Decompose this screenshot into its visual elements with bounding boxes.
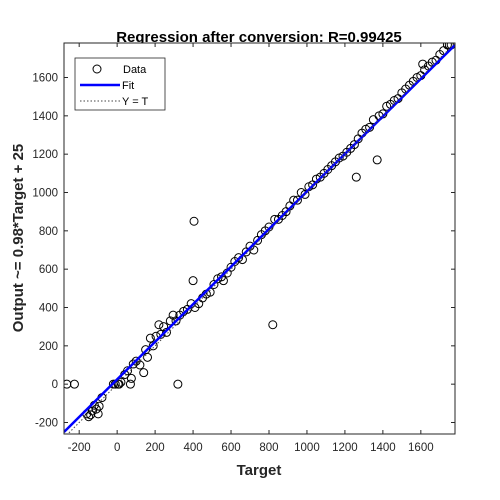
y-tick-label: 0: [52, 379, 58, 391]
data-point: [148, 341, 158, 351]
data-point: [145, 333, 155, 343]
x-axis-title: Target: [237, 462, 282, 479]
x-tick-label: 1600: [408, 442, 434, 454]
legend-identity-label: Y = T: [122, 96, 148, 108]
y-tick-label: 1000: [32, 188, 58, 200]
x-tick-label: 0: [114, 442, 120, 454]
data-point: [69, 379, 79, 389]
data-point: [300, 189, 310, 199]
y-tick-label: 800: [39, 226, 58, 238]
data-point: [139, 368, 149, 378]
data-point: [188, 276, 198, 286]
data-point: [168, 310, 178, 320]
data-point: [173, 379, 183, 389]
chart-title: Regression after conversion: R=0.99425: [116, 29, 402, 46]
legend: Data Fit Y = T: [74, 57, 166, 111]
data-point: [351, 172, 361, 182]
y-tick-label: -200: [35, 418, 58, 430]
data-point: [372, 155, 382, 165]
x-tick-label: -200: [68, 442, 91, 454]
x-axis-ticks: -200 0 200 400 600 800 1000 1200 1400 1600: [68, 43, 434, 454]
data-point: [125, 379, 135, 389]
y-tick-label: 600: [39, 264, 58, 276]
x-tick-label: 1400: [370, 442, 396, 454]
data-point: [189, 216, 199, 226]
data-point: [165, 316, 175, 326]
legend-data-label: Data: [123, 64, 147, 76]
y-tick-label: 1600: [32, 73, 58, 85]
data-point: [123, 366, 133, 376]
data-point: [154, 320, 164, 330]
y-axis-ticks: -200 0 200 400 600 800 1000 1200 1400 1600: [32, 73, 455, 430]
plot-frame: [63, 42, 456, 435]
y-tick-label: 400: [39, 303, 58, 315]
data-point: [126, 373, 136, 383]
fit-line: [64, 44, 455, 433]
data-point: [162, 327, 171, 337]
x-tick-label: 1000: [294, 442, 320, 454]
data-point: [159, 322, 169, 332]
plot-content: [64, 43, 455, 434]
y-tick-label: 200: [39, 341, 58, 353]
data-point: [418, 59, 428, 69]
data-point: [116, 377, 126, 387]
data-point: [114, 379, 124, 389]
x-tick-label: 800: [259, 442, 278, 454]
x-tick-label: 600: [221, 442, 240, 454]
y-tick-label: 1400: [32, 111, 58, 123]
data-point: [268, 320, 278, 330]
legend-fit-label: Fit: [122, 80, 134, 92]
x-tick-label: 200: [146, 442, 165, 454]
x-tick-label: 1200: [332, 442, 358, 454]
identity-line: [67, 43, 455, 434]
y-tick-label: 1200: [32, 149, 58, 161]
data-point: [292, 195, 302, 205]
y-axis-title: Output ~= 0.98*Target + 25: [10, 144, 27, 333]
x-tick-label: 400: [183, 442, 202, 454]
data-point: [156, 329, 166, 339]
legend-data-marker: [92, 64, 102, 74]
